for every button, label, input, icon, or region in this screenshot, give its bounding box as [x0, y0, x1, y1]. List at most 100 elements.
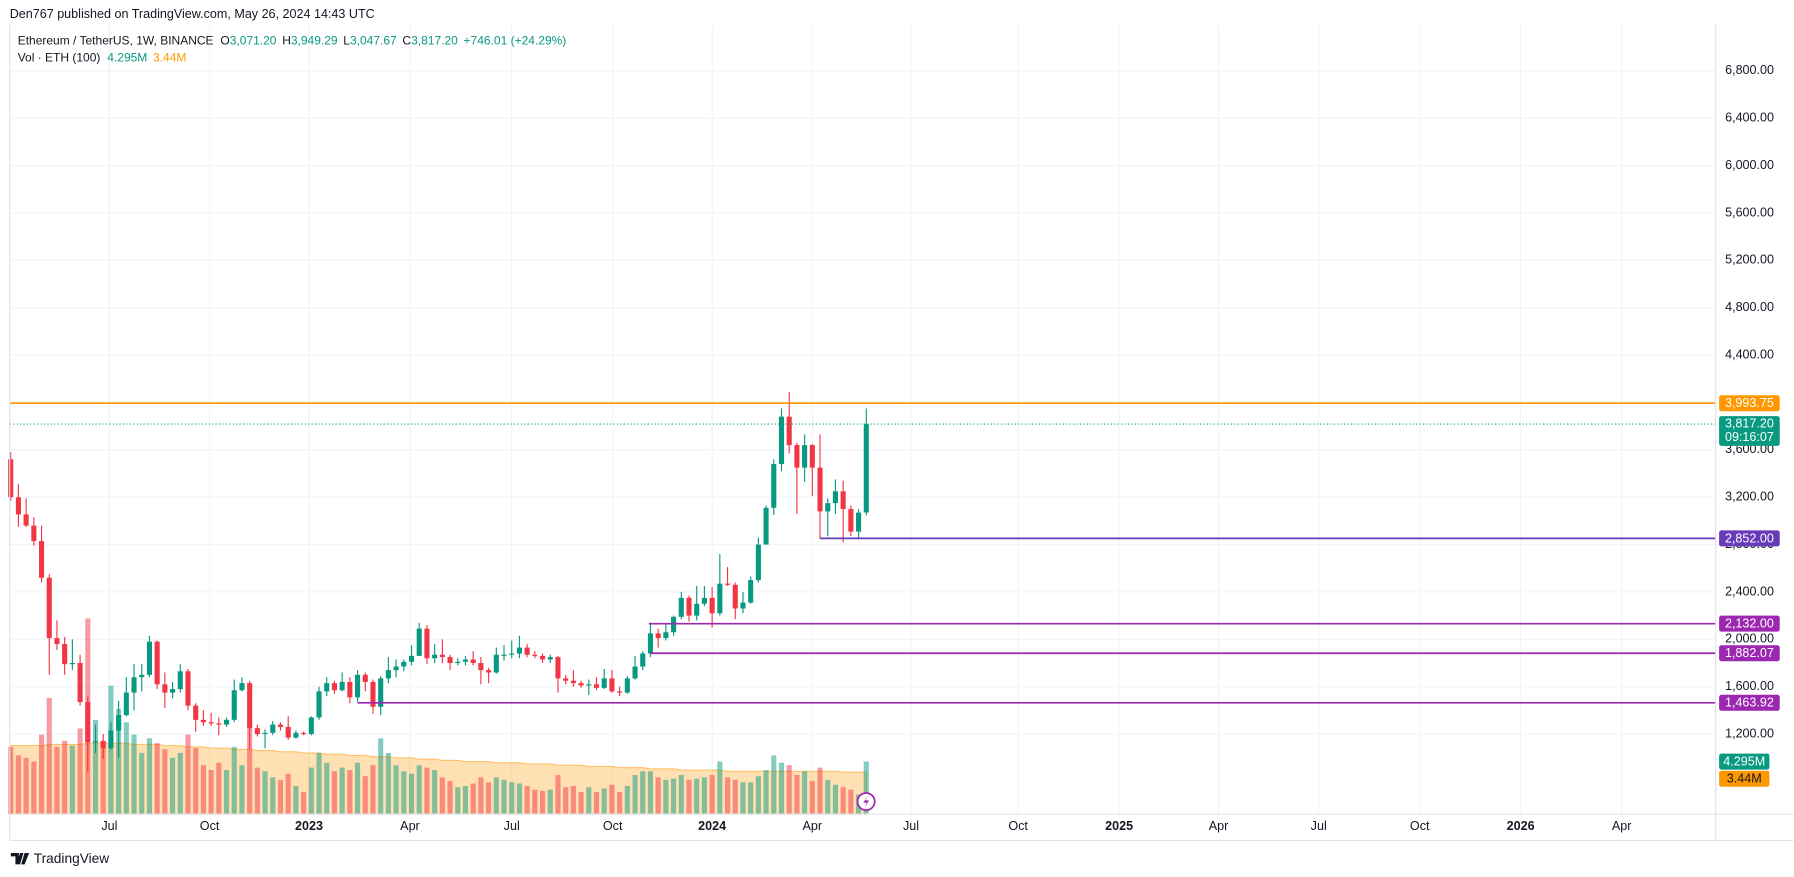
footer-brand: TradingView — [34, 851, 110, 866]
volume-bar — [778, 762, 785, 815]
candle-body — [23, 514, 29, 526]
candle-body — [794, 445, 800, 468]
candle-body — [601, 678, 607, 688]
volume-bar — [416, 765, 422, 815]
volume-bar — [177, 752, 183, 815]
volume-bar — [355, 762, 361, 815]
candle-body — [439, 654, 445, 658]
volume-bar — [462, 785, 469, 815]
candle-body — [663, 632, 669, 639]
ohlc-value: 3,071.20 — [230, 33, 277, 47]
candle-body — [732, 584, 738, 609]
candle-body — [262, 732, 268, 735]
last-price-label: 3,817.20 — [1725, 416, 1774, 430]
candle-body — [856, 512, 862, 532]
volume-bar — [593, 792, 600, 815]
candle-body — [154, 641, 160, 685]
y-tick-label: 4,400.00 — [1725, 347, 1774, 361]
candle-body — [139, 674, 145, 678]
volume-bar — [493, 777, 499, 815]
candle-body — [378, 678, 384, 707]
ma-axis-label: 3.44M — [1727, 772, 1762, 786]
volume-bar — [709, 774, 715, 815]
volume-bar — [77, 728, 83, 815]
candle-body — [185, 671, 191, 706]
level-label: 1,463.92 — [1725, 696, 1774, 710]
candle-body — [478, 663, 484, 671]
volume-bar — [108, 685, 114, 815]
volume-bar — [570, 785, 576, 815]
volume-bar — [609, 784, 615, 815]
y-tick-label: 4,800.00 — [1725, 300, 1774, 314]
candle-body — [69, 663, 75, 665]
x-tick-label: Apr — [1209, 819, 1229, 833]
volume-bar — [262, 771, 268, 815]
volume-bar — [15, 755, 21, 815]
grid — [9, 25, 1716, 815]
volume-bar — [293, 785, 299, 815]
candle-body — [593, 684, 600, 688]
candle-body — [92, 741, 99, 743]
volume-bar — [848, 789, 854, 815]
candle-body — [678, 597, 684, 617]
candle-body — [123, 692, 129, 716]
volume-bar — [701, 777, 707, 815]
candle-body — [331, 683, 337, 691]
volume-bar — [840, 787, 846, 815]
ohlc-key: H — [282, 33, 291, 47]
volume-bar — [339, 767, 345, 815]
candle-body — [501, 654, 507, 656]
candle-body — [686, 597, 692, 616]
volume-bar — [270, 777, 276, 815]
candle-body — [270, 724, 276, 733]
volume-value: 4.295M — [107, 50, 147, 64]
candle-body — [277, 724, 284, 727]
ohlc-key: O — [220, 33, 229, 47]
candle-body — [832, 491, 838, 504]
volume-bar — [146, 738, 152, 815]
volume-bar — [54, 746, 60, 815]
volume-bar — [331, 771, 337, 815]
candle-body — [740, 602, 746, 609]
volume-bar — [524, 785, 530, 815]
y-tick-label: 2,000.00 — [1725, 632, 1774, 646]
volume-bar — [516, 783, 522, 815]
candle-body — [825, 503, 831, 512]
volume-bar — [771, 755, 777, 815]
y-tick-label: 6,800.00 — [1725, 63, 1774, 77]
candle-body — [46, 577, 52, 639]
y-tick-label: 1,200.00 — [1725, 726, 1774, 740]
candle-body — [848, 509, 854, 532]
volume-bar — [540, 790, 546, 815]
candle-layer — [8, 391, 869, 772]
volume-bar — [640, 771, 646, 815]
level-layer — [9, 402, 1716, 704]
x-tick-label: Apr — [803, 819, 823, 833]
volume-bar — [393, 765, 399, 815]
x-tick-label: Jul — [101, 819, 117, 833]
candle-body — [617, 691, 623, 693]
x-tick-label: Jul — [903, 819, 919, 833]
volume-label-box — [1719, 753, 1770, 770]
candle-body — [624, 678, 630, 693]
volume-bar — [817, 767, 823, 815]
level-label: 1,882.07 — [1725, 646, 1774, 660]
level-label-box — [1719, 530, 1780, 547]
candle-body — [416, 628, 422, 656]
volume-bar — [131, 734, 137, 815]
volume-bar — [424, 767, 430, 815]
y-tick-label: 6,400.00 — [1725, 111, 1774, 125]
level-label-box — [1719, 395, 1780, 412]
candle-body — [771, 464, 777, 508]
y-tick-label: 5,200.00 — [1725, 253, 1774, 267]
volume-bar — [470, 783, 476, 815]
candle-body — [802, 445, 808, 468]
volume-bar — [717, 761, 723, 815]
volume-bar — [324, 762, 330, 815]
candle-body — [324, 683, 330, 692]
footer-logo: TradingView — [10, 851, 110, 866]
ohlc-value: 3,817.20 — [411, 33, 458, 47]
volume-bar — [216, 762, 222, 815]
volume-bar — [555, 774, 561, 815]
candle-body — [239, 683, 245, 691]
